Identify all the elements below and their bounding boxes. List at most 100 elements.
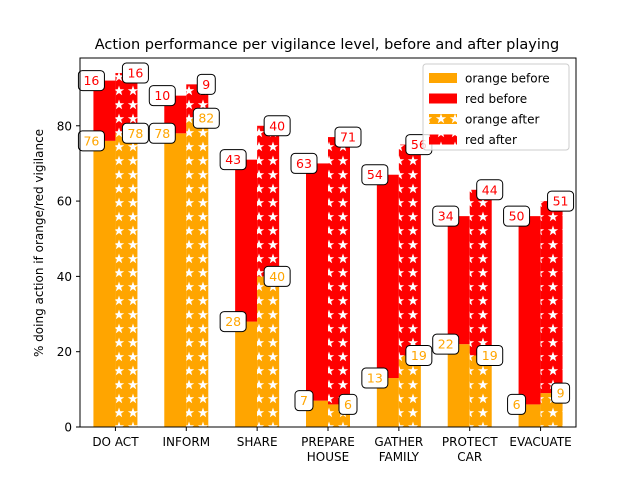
data-label-red-before-5: 54 <box>361 164 389 186</box>
svg-text:51: 51 <box>553 194 569 209</box>
data-label-red-after-2: 9 <box>196 73 216 95</box>
data-label-red-before-7: 50 <box>503 205 531 227</box>
data-label-red-before-3: 43 <box>219 149 247 171</box>
data-label-red-after-3: 40 <box>263 115 291 137</box>
x-tick-label-1: DO ACT <box>92 435 139 449</box>
bar-orange-before-2 <box>164 133 187 427</box>
svg-text:44: 44 <box>482 182 498 197</box>
data-label-orange-before-1: 76 <box>77 130 105 152</box>
data-label-orange-before-3: 28 <box>219 311 247 333</box>
y-tick-label-60: 60 <box>57 195 72 209</box>
svg-text:9: 9 <box>557 386 565 401</box>
bar-red-after-7 <box>540 201 563 394</box>
svg-text:22: 22 <box>438 337 454 352</box>
bar-orange-after-2 <box>186 118 209 427</box>
axes-layer: 0 20 40 60 80 DO ACT INFORM SHARE PREPARE HOUSE GA… <box>57 57 577 464</box>
x-tick-label-2: INFORM <box>163 435 211 449</box>
svg-text:19: 19 <box>482 348 498 363</box>
svg-text:54: 54 <box>367 167 383 182</box>
data-label-red-before-1: 16 <box>77 70 105 92</box>
data-label-orange-after-6: 19 <box>476 344 504 366</box>
y-axis-label: % doing action if orange/red vigilance <box>32 129 46 357</box>
svg-text:6: 6 <box>344 397 352 412</box>
svg-text:6: 6 <box>513 397 521 412</box>
bar-red-before-1 <box>93 80 116 141</box>
y-tick-label-40: 40 <box>57 270 72 284</box>
data-label-orange-before-5: 13 <box>361 367 389 389</box>
bar-red-before-7 <box>518 216 541 405</box>
svg-text:78: 78 <box>154 126 170 141</box>
svg-text:40: 40 <box>269 269 285 284</box>
bar-red-before-4 <box>306 163 328 401</box>
bar-orange-after-1 <box>115 133 138 427</box>
svg-text:43: 43 <box>225 152 241 167</box>
x-tick-label-3: SHARE <box>237 435 278 449</box>
legend-swatch-orange-after <box>429 114 457 124</box>
svg-text:71: 71 <box>340 130 356 145</box>
x-tick-label-5: GATHER FAMILY <box>374 435 423 464</box>
svg-text:9: 9 <box>202 77 210 92</box>
data-label-orange-before-7: 6 <box>507 393 527 415</box>
legend: orange before red before orange after red a… <box>422 63 570 151</box>
data-label-red-after-1: 16 <box>121 62 149 84</box>
y-tick-label-20: 20 <box>57 345 72 359</box>
data-label-red-before-2: 10 <box>148 85 176 107</box>
data-label-orange-after-3: 40 <box>263 265 291 287</box>
svg-text:76: 76 <box>83 133 99 148</box>
svg-text:13: 13 <box>367 371 383 386</box>
y-tick-label-80: 80 <box>57 119 72 133</box>
legend-label-red-before: red before <box>465 92 527 106</box>
svg-text:28: 28 <box>225 314 241 329</box>
bar-red-after-5 <box>398 144 421 356</box>
bar-orange-before-1 <box>93 140 116 427</box>
legend-swatch-red-before <box>429 93 457 104</box>
bar-red-before-6 <box>447 216 470 345</box>
bar-orange-after-6 <box>469 355 492 427</box>
x-tick-label-6: PROTECT CAR <box>442 435 498 464</box>
data-label-red-before-4: 63 <box>290 152 318 174</box>
svg-text:40: 40 <box>269 118 285 133</box>
svg-text:16: 16 <box>83 73 99 88</box>
data-label-red-after-4: 71 <box>334 126 362 148</box>
bar-red-after-4 <box>328 137 350 405</box>
svg-text:10: 10 <box>154 88 170 103</box>
legend-swatch-red-after <box>429 134 457 145</box>
data-label-orange-after-5: 19 <box>405 344 433 366</box>
y-tick-label-0: 0 <box>64 421 72 435</box>
bar-red-after-6 <box>469 189 492 356</box>
legend-label-red-after: red after <box>465 133 517 147</box>
x-tick-label-7: EVACUATE <box>509 435 571 449</box>
svg-text:50: 50 <box>509 209 525 224</box>
bar-red-after-3 <box>257 125 280 277</box>
legend-swatch-orange-before <box>429 73 457 83</box>
svg-text:7: 7 <box>300 393 308 408</box>
data-label-orange-before-6: 22 <box>432 333 460 355</box>
data-label-orange-after-7: 9 <box>551 382 571 404</box>
bar-red-before-5 <box>376 174 399 379</box>
legend-box <box>422 63 570 151</box>
bar-orange-before-6 <box>447 344 470 427</box>
legend-label-orange-before: orange before <box>465 72 550 86</box>
bar-red-before-3 <box>235 159 258 322</box>
data-label-red-after-6: 44 <box>476 179 504 201</box>
bar-orange-before-5 <box>376 378 399 427</box>
value-labels-layer: 7616781678108292843404076367113541956223… <box>77 62 575 415</box>
data-label-orange-after-2: 82 <box>192 107 220 129</box>
data-label-orange-before-4: 7 <box>294 390 314 412</box>
svg-text:16: 16 <box>127 66 143 81</box>
x-tick-label-4: PREPARE HOUSE <box>301 435 355 464</box>
svg-text:78: 78 <box>127 126 143 141</box>
svg-text:82: 82 <box>198 111 214 126</box>
data-label-orange-after-4: 6 <box>338 393 358 415</box>
bar-red-after-1 <box>115 73 138 134</box>
data-label-red-after-7: 51 <box>547 190 575 212</box>
legend-label-orange-after: orange after <box>465 113 540 127</box>
data-label-red-before-6: 34 <box>432 205 460 227</box>
bar-orange-after-5 <box>398 355 421 427</box>
bar-orange-after-3 <box>257 276 280 427</box>
bar-orange-before-3 <box>235 321 258 427</box>
data-label-orange-after-1: 78 <box>121 122 149 144</box>
svg-text:19: 19 <box>411 348 427 363</box>
chart-title: Action performance per vigilance level, … <box>95 37 560 53</box>
